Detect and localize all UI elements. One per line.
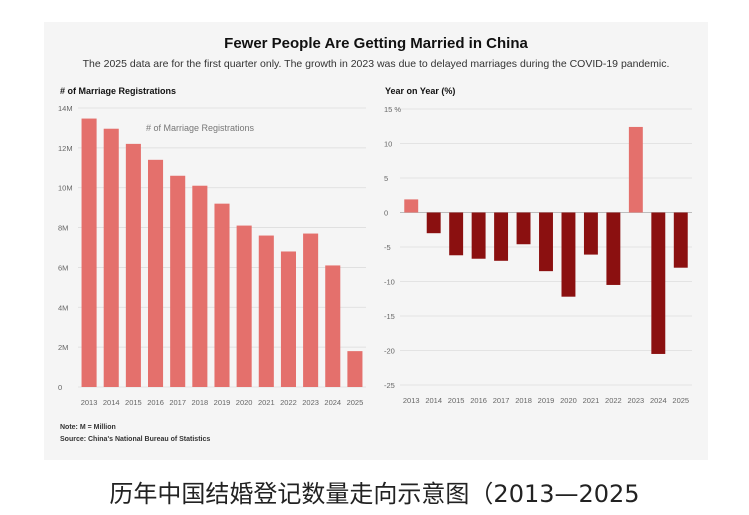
yoy-x-tick-label: 2014 (425, 396, 442, 405)
registrations-y-tick-label: 14M (58, 104, 73, 113)
yoy-bar-2022 (606, 212, 621, 285)
registrations-x-tick-label: 2017 (169, 398, 186, 407)
yoy-bar-2023 (628, 126, 643, 213)
yoy-y-tick-label: -20 (384, 347, 395, 356)
yoy-y-tick-label: -10 (384, 278, 395, 287)
yoy-x-tick-label: 2016 (470, 396, 487, 405)
chart-subtitle: The 2025 data are for the first quarter … (82, 58, 670, 70)
registrations-bar-2021 (258, 235, 274, 387)
chart-card: Fewer People Are Getting Married in Chin… (44, 22, 708, 460)
yoy-x-tick-label: 2022 (605, 396, 622, 405)
yoy-y-tick-label: 15 % (384, 105, 401, 114)
registrations-y-tick-label: 10M (58, 184, 73, 193)
registrations-bar-2020 (236, 225, 252, 387)
yoy-bar-2018 (516, 212, 531, 245)
registrations-x-tick-label: 2025 (347, 398, 364, 407)
yoy-bar-2024 (651, 212, 666, 354)
registrations-bar-2022 (280, 251, 296, 387)
registrations-bar-2023 (303, 233, 319, 387)
yoy-bar-2015 (449, 212, 464, 256)
registrations-bar-2016 (148, 159, 164, 387)
chart-title: Fewer People Are Getting Married in Chin… (224, 35, 528, 52)
yoy-panel-title: Year on Year (%) (385, 86, 455, 96)
yoy-bar-2021 (583, 212, 598, 255)
registrations-panel: # of Marriage Registrations 0 2M 4M 6M 8M 10M… (58, 86, 366, 407)
yoy-bar-2014 (426, 212, 441, 234)
registrations-bar-2014 (103, 128, 119, 387)
registrations-x-tick-label: 2016 (147, 398, 164, 407)
yoy-x-tick-label: 2024 (650, 396, 667, 405)
yoy-bar-2025 (673, 212, 688, 268)
yoy-x-tick-label: 2019 (538, 396, 555, 405)
yoy-bar-2019 (539, 212, 553, 272)
yoy-y-tick-label: -15 (384, 312, 395, 321)
registrations-legend-label: # of Marriage Registrations (146, 123, 255, 133)
yoy-y-tick-label: 0 (384, 209, 388, 218)
yoy-x-tick-label: 2023 (628, 396, 645, 405)
yoy-bar-2016 (471, 212, 486, 259)
charts-svg: # of Marriage Registrations 0 2M 4M 6M 8M 10M… (58, 86, 692, 407)
registrations-bar-2018 (192, 185, 208, 387)
yoy-y-tick-label: -25 (384, 381, 395, 390)
chart-source: Source: China's National Bureau of Stati… (60, 436, 211, 443)
yoy-y-tick-label: 5 (384, 174, 388, 183)
registrations-bar-2024 (325, 265, 341, 387)
registrations-x-tick-label: 2020 (236, 398, 253, 407)
registrations-x-tick-label: 2022 (280, 398, 297, 407)
registrations-bar-2019 (214, 203, 230, 387)
registrations-x-tick-label: 2019 (214, 398, 231, 407)
chart-note: Note: M = Million (60, 424, 116, 431)
yoy-x-tick-label: 2015 (448, 396, 465, 405)
yoy-bar-2017 (494, 212, 509, 261)
registrations-y-tick-label: 6M (58, 263, 68, 272)
registrations-bar-2015 (125, 143, 141, 387)
yoy-y-tick-label: 10 (384, 140, 392, 149)
registrations-x-tick-label: 2018 (192, 398, 209, 407)
yoy-x-tick-label: 2018 (515, 396, 532, 405)
registrations-y-tick-label: 8M (58, 224, 68, 233)
yoy-x-tick-label: 2013 (403, 396, 420, 405)
registrations-x-tick-label: 2013 (81, 398, 98, 407)
yoy-y-tick-label: -5 (384, 243, 391, 252)
yoy-x-tick-label: 2021 (583, 396, 600, 405)
image-caption: 历年中国结婚登记数量走向示意图（2013—2025 (109, 480, 640, 508)
registrations-bar-2025 (347, 351, 363, 387)
yoy-bar-2013 (404, 199, 419, 213)
yoy-bar-2020 (561, 212, 576, 297)
registrations-bar-2017 (170, 175, 186, 387)
yoy-x-tick-label: 2020 (560, 396, 577, 405)
registrations-y-tick-label: 2M (58, 343, 68, 352)
registrations-y-tick-label: 0 (58, 383, 62, 392)
registrations-x-tick-label: 2021 (258, 398, 275, 407)
registrations-panel-title: # of Marriage Registrations (60, 86, 176, 96)
registrations-x-tick-label: 2015 (125, 398, 142, 407)
registrations-x-tick-label: 2024 (324, 398, 341, 407)
yoy-x-tick-label: 2017 (493, 396, 510, 405)
yoy-x-tick-label: 2025 (672, 396, 689, 405)
registrations-x-tick-label: 2014 (103, 398, 120, 407)
registrations-x-tick-label: 2023 (302, 398, 319, 407)
yoy-panel: Year on Year (%) 15 %1050-5-10-15-20-25 … (384, 86, 692, 405)
registrations-y-tick-label: 4M (58, 303, 68, 312)
registrations-bar-2013 (81, 118, 97, 388)
registrations-y-tick-label: 12M (58, 144, 73, 153)
